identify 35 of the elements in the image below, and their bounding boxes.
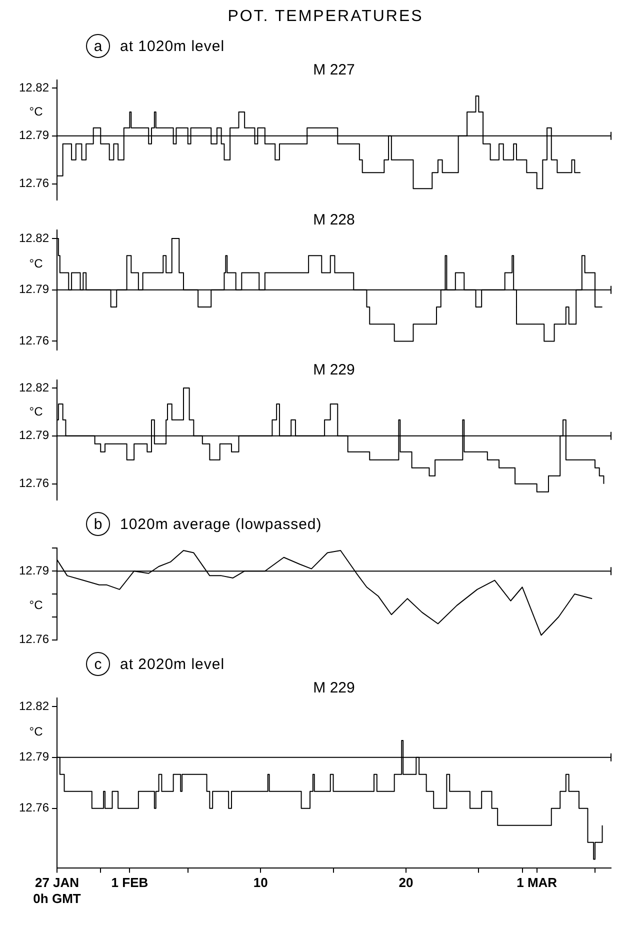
text: c: [86, 652, 110, 676]
text: b: [86, 512, 110, 536]
x-tick-label: 1 MAR: [516, 875, 558, 890]
chart-subtitle: 1020m average (lowpassed): [120, 516, 322, 532]
chart-subtitle: at 1020m level: [120, 38, 225, 54]
series-label: M 228: [313, 212, 355, 229]
y-tick-label: 12.79: [18, 282, 50, 296]
x-tick-label: 10: [253, 875, 268, 890]
y-tick-label: 12.79: [18, 128, 50, 142]
y-tick-label: 12.76: [18, 176, 50, 190]
y-tick-label: 12.76: [18, 632, 50, 646]
y-tick-label: 12.82: [18, 380, 50, 394]
text: a: [86, 34, 110, 58]
y-tick-label: 12.82: [18, 230, 50, 245]
y-axis-title: °C: [29, 104, 44, 118]
text: M 229: [313, 680, 355, 697]
y-tick-label: 12.82: [18, 80, 50, 94]
y-axis-title: °C: [29, 598, 44, 612]
y-axis-title: °C: [29, 724, 44, 738]
y-tick-label: 12.76: [18, 334, 50, 348]
text: M 227: [313, 62, 355, 79]
x-tick-label: 1 FEB: [111, 875, 148, 890]
chart-title: POT. TEMPERATURES: [226, 8, 424, 26]
chart-subtitle: at 2020m level: [120, 656, 225, 672]
x-tick-label: 20: [398, 875, 414, 890]
y-tick-label: 12.76: [18, 476, 50, 490]
y-tick-label: 12.79: [18, 750, 50, 764]
text: M 229: [313, 362, 355, 379]
y-axis-title: °C: [29, 404, 44, 418]
y-tick-label: 12.79: [18, 563, 50, 578]
y-tick-label: 12.79: [18, 428, 50, 442]
y-tick-label: 12.76: [18, 800, 50, 815]
y-axis-title: °C: [29, 256, 44, 271]
y-tick-label: 12.82: [18, 698, 50, 713]
x-tick-label: 27 JAN 0h GMT: [33, 875, 81, 906]
